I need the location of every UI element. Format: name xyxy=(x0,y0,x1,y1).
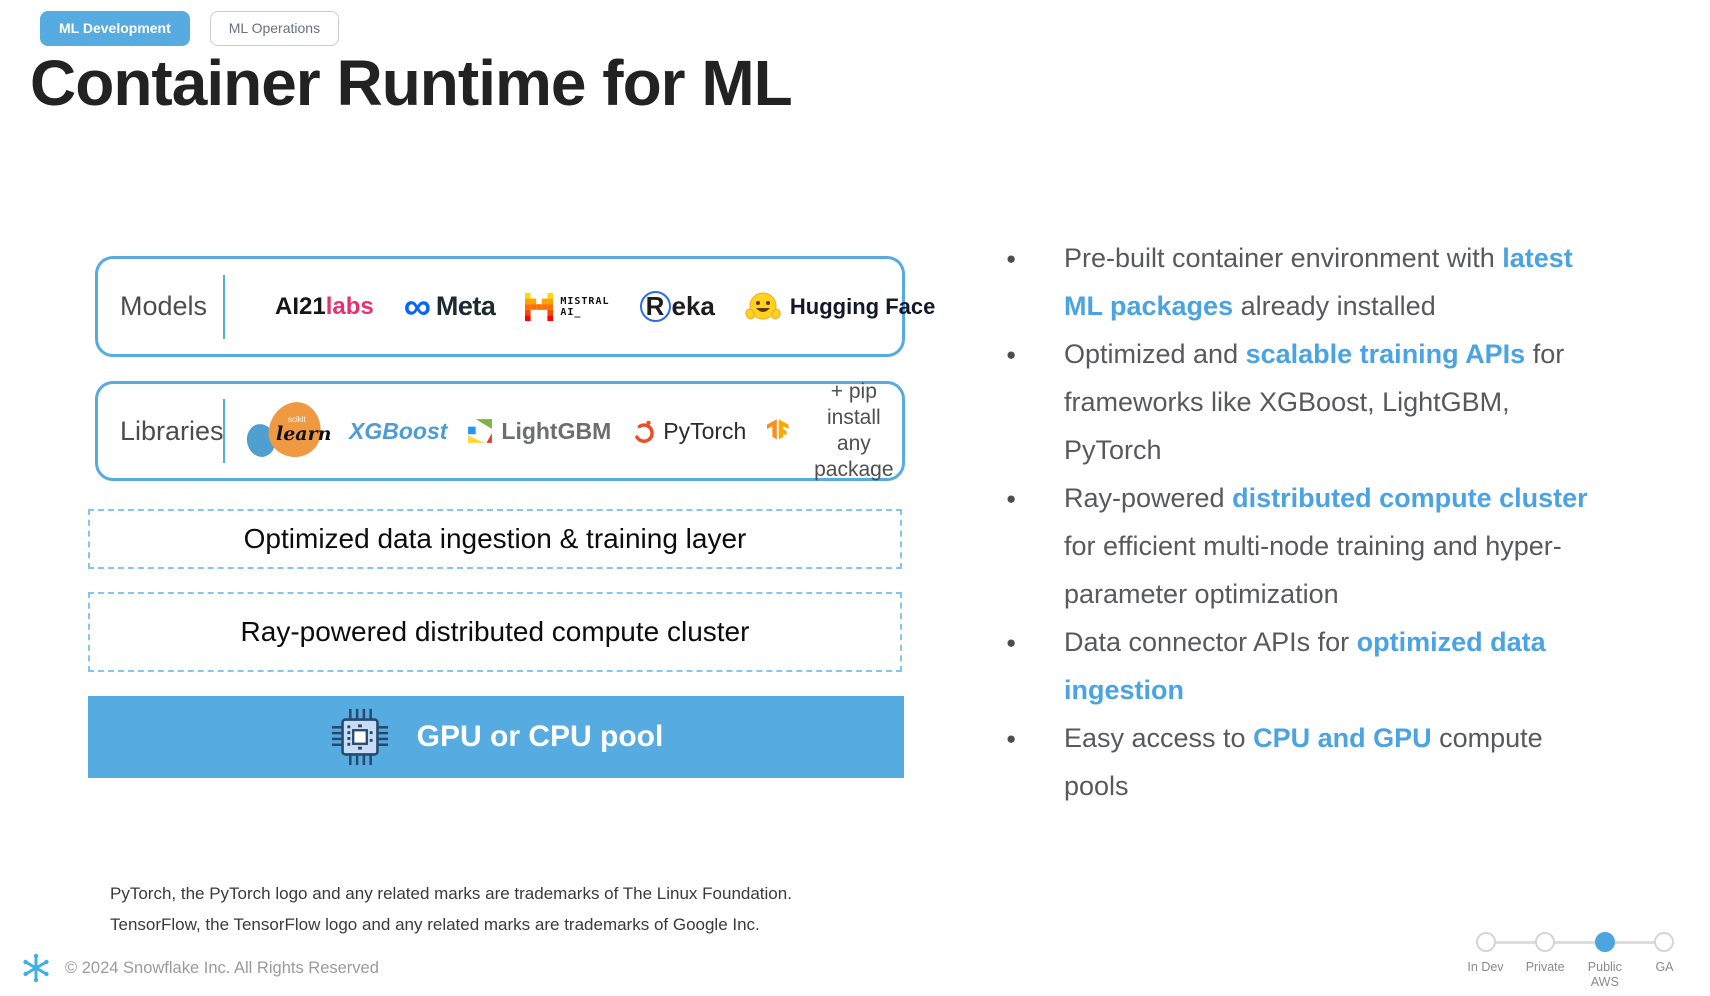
libraries-label: Libraries xyxy=(120,415,224,446)
compute-pool-label: GPU or CPU pool xyxy=(416,720,664,753)
feature-bullets: Pre-built container environment with lat… xyxy=(1002,234,1608,810)
stepper-step: GA xyxy=(1635,932,1694,990)
libraries-logo-row: scikit learn XGBoost LightGBM PyTorch xyxy=(225,379,918,483)
lightgbm-logo-text: LightGBM xyxy=(501,417,612,444)
pytorch-logo: PyTorch xyxy=(631,417,746,445)
feature-list: Pre-built container environment with lat… xyxy=(1002,234,1608,810)
pip-install-note: + pip install any package xyxy=(814,380,894,481)
models-box: Models AI21 labs ∞ Meta MISTRAL AI_ xyxy=(95,256,935,357)
feature-item: Easy access to CPU and GPU compute pools xyxy=(1002,714,1608,810)
view-tabs: ML Development ML Operations xyxy=(40,11,340,46)
mistral-ai-logo: MISTRAL AI_ xyxy=(525,292,610,321)
huggingface-logo: Hugging Face xyxy=(745,289,935,325)
feature-item: Optimized and scalable training APIs for… xyxy=(1002,330,1608,474)
data-ingestion-layer: Optimized data ingestion & training laye… xyxy=(88,509,902,569)
feature-item: Ray-powered distributed compute cluster … xyxy=(1002,474,1608,618)
ai21labs-logo-text: AI21 xyxy=(275,292,326,320)
footnote-pytorch: PyTorch, the PyTorch logo and any relate… xyxy=(110,884,792,903)
ray-cluster-layer: Ray-powered distributed compute cluster xyxy=(88,592,902,672)
snowflake-logo xyxy=(23,953,49,983)
pytorch-logo-text: PyTorch xyxy=(663,417,747,444)
stepper-step-label: Public AWS xyxy=(1587,960,1622,989)
stepper-dot-active xyxy=(1594,932,1615,952)
scikit-learn-logo: scikit learn xyxy=(243,398,332,461)
meta-logo-text: Meta xyxy=(435,291,496,321)
footnote-tensorflow: TensorFlow, the TensorFlow logo and any … xyxy=(110,915,760,934)
meta-logo: ∞ Meta xyxy=(403,285,496,328)
tensorflow-icon xyxy=(767,419,789,440)
reka-circle-icon: R xyxy=(639,291,671,322)
stepper-dot xyxy=(1475,932,1496,952)
libraries-box: Libraries scikit learn XGBoost LightGBM … xyxy=(95,380,905,481)
tab-ml-operations[interactable]: ML Operations xyxy=(209,11,340,46)
stepper-track xyxy=(1486,941,1664,944)
pytorch-flame-icon xyxy=(634,420,655,443)
xgboost-logo: XGBoost xyxy=(349,417,448,444)
mistral-m-icon xyxy=(525,292,554,321)
stepper-step: Public AWS xyxy=(1575,932,1634,990)
page-title: Container Runtime for ML xyxy=(30,47,793,119)
stepper-step-label: GA xyxy=(1655,960,1674,974)
lightgbm-logo: LightGBM xyxy=(467,418,611,445)
mistral-logo-text: MISTRAL xyxy=(560,295,610,307)
compute-pool-bar: GPU or CPU pool xyxy=(88,696,904,778)
models-label: Models xyxy=(120,291,208,321)
lightgbm-icon xyxy=(468,419,493,443)
copyright-text: © 2024 Snowflake Inc. All Rights Reserve… xyxy=(65,958,379,977)
stepper-step: Private xyxy=(1516,932,1575,990)
huggingface-face-icon xyxy=(745,292,781,319)
feature-item: Pre-built container environment with lat… xyxy=(1002,234,1608,330)
divider xyxy=(223,274,225,339)
stepper-step-label: In Dev xyxy=(1467,960,1504,974)
divider xyxy=(223,399,225,463)
feature-item: Data connector APIs for optimized data i… xyxy=(1002,618,1608,714)
stepper-step: In Dev xyxy=(1456,932,1515,990)
ai21labs-logo: AI21 labs xyxy=(275,292,374,320)
chip-icon xyxy=(331,708,388,766)
meta-infinity-icon: ∞ xyxy=(403,285,431,328)
sklearn-logo-text: learn xyxy=(276,423,332,445)
tab-ml-development[interactable]: ML Development xyxy=(40,11,190,46)
release-stage-stepper: In Dev Private Public AWS GA xyxy=(1456,932,1694,990)
stepper-steps: In Dev Private Public AWS GA xyxy=(1456,932,1694,990)
stepper-dot xyxy=(1535,932,1556,952)
stepper-step-label: Private xyxy=(1525,960,1565,974)
footer: © 2024 Snowflake Inc. All Rights Reserve… xyxy=(20,952,379,984)
huggingface-logo-text: Hugging Face xyxy=(789,293,936,319)
stepper-dot xyxy=(1654,932,1675,952)
trademark-footnotes: PyTorch, the PyTorch logo and any relate… xyxy=(110,884,792,946)
